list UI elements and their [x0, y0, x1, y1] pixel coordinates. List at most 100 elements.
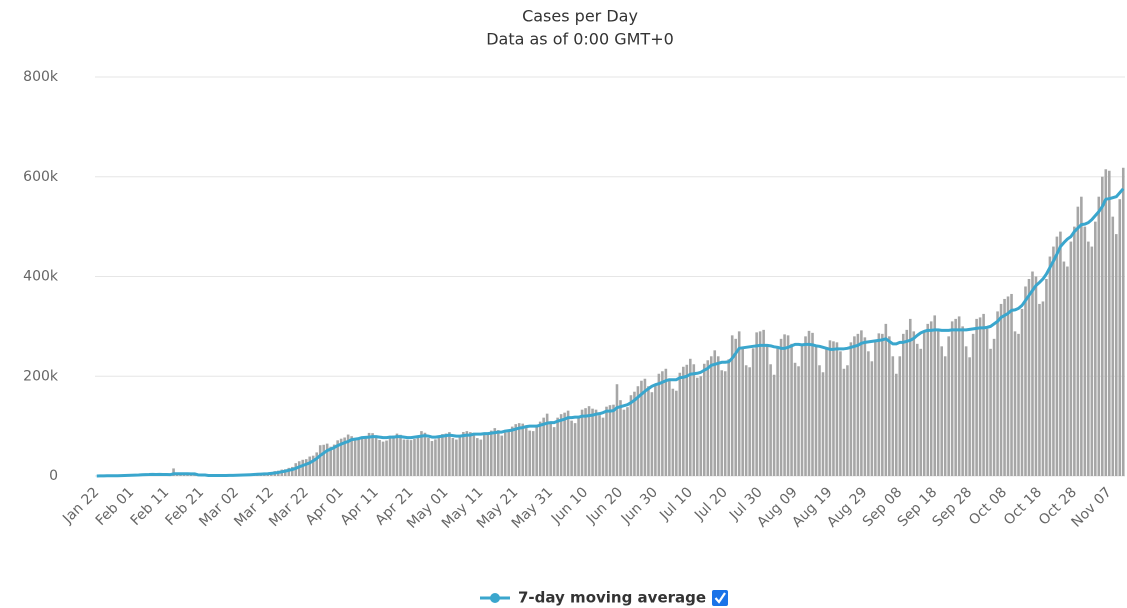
bar — [503, 432, 507, 476]
bar — [678, 372, 682, 476]
bar — [601, 417, 605, 476]
bar — [1006, 296, 1010, 476]
bar — [971, 333, 975, 476]
y-tick-label: 0 — [49, 468, 58, 484]
bar — [629, 395, 633, 476]
bar — [1087, 241, 1090, 476]
bar — [619, 400, 622, 476]
bar — [193, 475, 196, 476]
chart-subtitle: Data as of 0:00 GMT+0 — [486, 30, 674, 49]
bar — [290, 466, 294, 476]
bar — [846, 365, 849, 476]
bar — [1107, 170, 1111, 476]
bar — [559, 414, 563, 476]
bar — [716, 356, 720, 476]
bar — [933, 315, 937, 476]
bar — [580, 409, 584, 476]
bar — [985, 328, 989, 476]
bar — [758, 331, 762, 476]
bar — [462, 432, 465, 476]
bar — [406, 439, 409, 476]
bar — [420, 431, 423, 476]
bar — [489, 430, 493, 476]
bar — [388, 435, 392, 476]
bar — [1094, 221, 1097, 476]
bar — [1010, 293, 1013, 476]
bar — [818, 365, 821, 476]
bar — [881, 333, 884, 476]
lines — [96, 187, 1125, 478]
bar — [643, 378, 647, 476]
checkbox-check[interactable] — [714, 592, 726, 604]
bar — [867, 351, 870, 476]
bar — [901, 333, 905, 476]
bar — [591, 408, 594, 476]
x-tick-label: Jun 30 — [618, 484, 661, 527]
bar — [650, 392, 654, 476]
bar — [315, 452, 319, 476]
x-tick-label: Oct 08 — [966, 484, 1010, 528]
bar — [615, 384, 619, 476]
bars — [95, 167, 1125, 477]
bar — [664, 368, 668, 476]
bar — [786, 335, 790, 476]
bar — [179, 474, 182, 476]
bar — [528, 430, 531, 476]
bar — [888, 336, 891, 476]
checkbox-box[interactable] — [712, 590, 728, 606]
bar — [922, 331, 926, 476]
x-tick-label: Feb 01 — [93, 484, 138, 529]
bar — [978, 317, 982, 476]
bar — [661, 371, 664, 476]
bar — [835, 342, 839, 476]
bar — [891, 356, 895, 476]
bar — [926, 323, 930, 476]
bar — [329, 446, 332, 476]
bar — [804, 336, 807, 476]
bar — [1034, 276, 1038, 476]
bar — [853, 336, 856, 476]
bar — [947, 336, 950, 476]
bar — [863, 337, 867, 476]
bar — [842, 368, 846, 476]
bar — [1031, 271, 1034, 476]
bar — [675, 390, 678, 476]
bar — [332, 444, 336, 476]
bar — [797, 366, 800, 476]
bar — [570, 420, 573, 476]
bar — [542, 417, 545, 476]
bar — [374, 437, 378, 476]
bar — [723, 371, 727, 476]
bar — [476, 438, 479, 476]
legend-checkbox[interactable] — [712, 590, 728, 606]
bar — [350, 436, 353, 476]
bar — [573, 423, 577, 476]
bar — [1041, 301, 1045, 476]
legend-label: 7-day moving average — [518, 589, 706, 607]
bar — [1073, 226, 1076, 476]
legend-marker — [490, 593, 500, 603]
bar — [1101, 176, 1104, 476]
bar — [287, 467, 291, 476]
x-tick-label: Feb 11 — [128, 484, 173, 529]
bar — [566, 410, 570, 476]
bar — [451, 437, 455, 476]
bar — [318, 445, 322, 476]
bar — [936, 328, 940, 476]
bar — [584, 408, 587, 476]
bar — [563, 412, 566, 476]
y-tick-label: 200k — [23, 368, 59, 384]
bar — [1076, 206, 1080, 477]
bar — [790, 343, 793, 476]
bar — [507, 430, 511, 476]
chart-title: Cases per Day — [522, 7, 638, 26]
bar — [783, 334, 786, 476]
bar — [727, 359, 731, 476]
bar — [189, 475, 193, 476]
bar — [1069, 241, 1073, 476]
bar — [741, 348, 744, 476]
bar — [776, 347, 779, 476]
bar — [538, 421, 542, 476]
bar — [367, 432, 371, 476]
